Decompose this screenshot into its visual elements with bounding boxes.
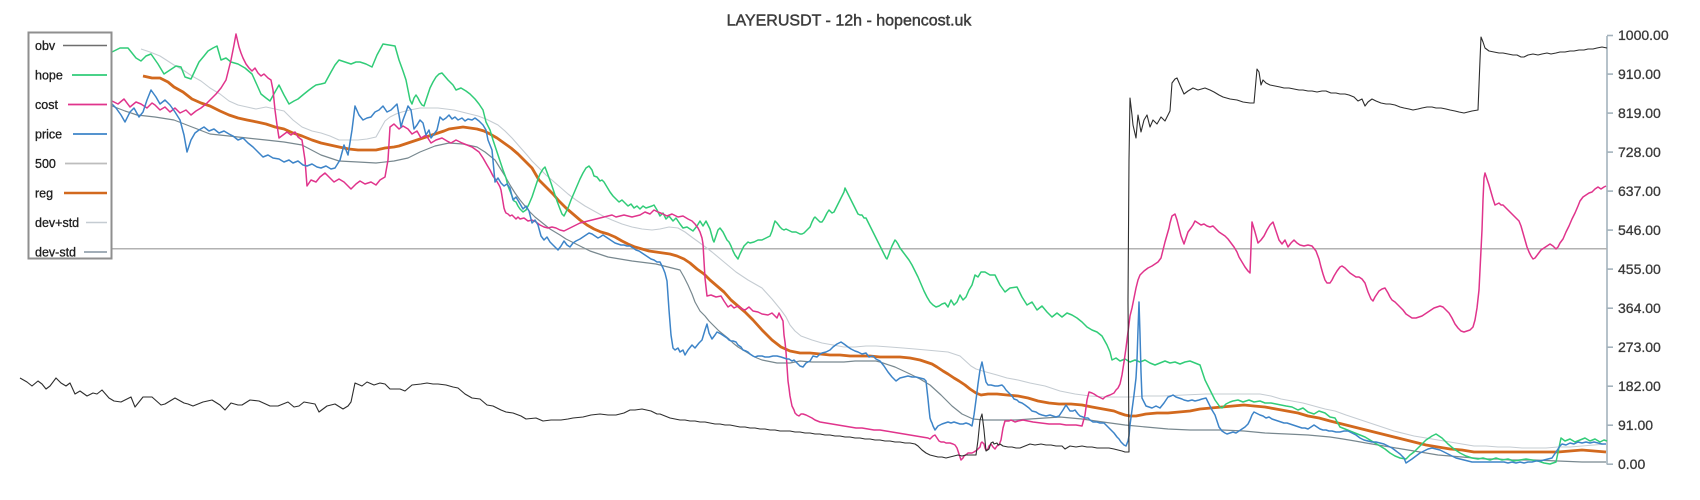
svg-text:price: price bbox=[35, 127, 62, 141]
svg-text:dev-std: dev-std bbox=[35, 245, 76, 259]
svg-text:910.00: 910.00 bbox=[1618, 66, 1661, 82]
svg-text:546.00: 546.00 bbox=[1618, 222, 1661, 238]
svg-text:obv: obv bbox=[35, 39, 56, 53]
svg-text:500: 500 bbox=[35, 157, 56, 171]
svg-text:LAYERUSDT - 12h - hopencost.uk: LAYERUSDT - 12h - hopencost.uk bbox=[727, 13, 973, 30]
svg-text:182.00: 182.00 bbox=[1618, 378, 1661, 394]
svg-text:819.00: 819.00 bbox=[1618, 105, 1661, 121]
svg-text:0.00: 0.00 bbox=[1618, 456, 1645, 472]
svg-text:637.00: 637.00 bbox=[1618, 183, 1661, 199]
svg-text:364.00: 364.00 bbox=[1618, 300, 1661, 316]
svg-text:dev+std: dev+std bbox=[35, 216, 79, 230]
svg-text:455.00: 455.00 bbox=[1618, 261, 1661, 277]
svg-text:reg: reg bbox=[35, 186, 53, 200]
svg-text:1000.00: 1000.00 bbox=[1618, 27, 1669, 43]
svg-text:cost: cost bbox=[35, 98, 58, 112]
svg-text:728.00: 728.00 bbox=[1618, 144, 1661, 160]
svg-text:91.00: 91.00 bbox=[1618, 417, 1653, 433]
svg-text:273.00: 273.00 bbox=[1618, 339, 1661, 355]
svg-text:hope: hope bbox=[35, 68, 63, 82]
